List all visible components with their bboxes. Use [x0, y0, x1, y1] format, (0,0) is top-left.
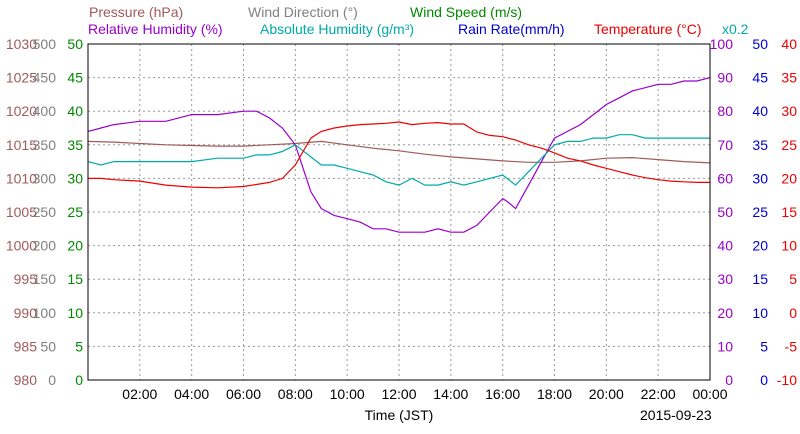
date-label: 2015-09-23 — [640, 407, 712, 423]
y-tick-label-wind_dir: 100 — [33, 305, 57, 321]
y-tick-label-wind_dir: 200 — [33, 238, 57, 254]
legend-temp: Temperature (°C) — [594, 21, 702, 37]
axis-tick-labels: 1030102510201015101010051000995990985980… — [6, 36, 797, 402]
y-tick-label-temp: 35 — [781, 70, 797, 86]
y-tick-label-rain: 45 — [752, 70, 768, 86]
y-tick-label-wind_speed: 5 — [75, 338, 83, 354]
y-tick-label-pressure: 1025 — [6, 70, 37, 86]
x-tick-label: 18:00 — [537, 386, 572, 402]
y-tick-label-pressure: 985 — [14, 338, 38, 354]
y-tick-label-pressure: 995 — [14, 271, 38, 287]
y-tick-label-rh: 10 — [717, 338, 733, 354]
y-tick-label-rain: 15 — [752, 271, 768, 287]
series-line-1 — [87, 77, 711, 233]
y-tick-label-wind_speed: 15 — [67, 271, 83, 287]
legend: Pressure (hPa) Wind Direction (°) Wind Spe… — [88, 4, 749, 37]
y-tick-label-rh: 80 — [717, 103, 733, 119]
y-tick-label-rain: 25 — [752, 204, 768, 220]
y-tick-label-pressure: 1000 — [6, 238, 37, 254]
x-tick-label: 14:00 — [433, 386, 468, 402]
legend-scale: x0.2 — [722, 21, 749, 37]
y-tick-label-temp: 20 — [781, 170, 797, 186]
y-tick-label-rh: 40 — [717, 238, 733, 254]
y-tick-label-wind_speed: 40 — [67, 103, 83, 119]
y-tick-label-rain: 10 — [752, 305, 768, 321]
y-tick-label-pressure: 1030 — [6, 36, 37, 52]
legend-rain: Rain Rate(mm/h) — [458, 21, 565, 37]
y-tick-label-wind_speed: 30 — [67, 170, 83, 186]
y-tick-label-temp: 25 — [781, 137, 797, 153]
x-tick-label: 00:00 — [692, 386, 727, 402]
y-tick-label-wind_dir: 400 — [33, 103, 57, 119]
x-tick-label: 10:00 — [330, 386, 365, 402]
y-tick-label-wind_dir: 50 — [40, 338, 56, 354]
series-line-2 — [87, 134, 710, 186]
y-tick-label-wind_speed: 20 — [67, 238, 83, 254]
x-axis-label: Time (JST) — [365, 407, 434, 423]
y-tick-label-rh: 30 — [717, 271, 733, 287]
y-tick-label-wind_speed: 35 — [67, 137, 83, 153]
legend-wind_dir: Wind Direction (°) — [248, 4, 358, 20]
y-tick-label-pressure: 980 — [14, 372, 38, 388]
y-tick-label-temp: 5 — [789, 271, 797, 287]
y-tick-label-rh: 50 — [717, 204, 733, 220]
y-tick-label-wind_dir: 150 — [33, 271, 57, 287]
y-tick-label-rh: 0 — [725, 372, 733, 388]
y-tick-label-rain: 30 — [752, 170, 768, 186]
y-tick-label-rain: 40 — [752, 103, 768, 119]
y-tick-label-rain: 20 — [752, 238, 768, 254]
y-tick-label-wind_speed: 50 — [67, 36, 83, 52]
y-tick-label-pressure: 1010 — [6, 170, 37, 186]
y-tick-label-wind_dir: 300 — [33, 170, 57, 186]
x-tick-label: 08:00 — [278, 386, 313, 402]
y-tick-label-rh: 70 — [717, 137, 733, 153]
x-tick-label: 04:00 — [174, 386, 209, 402]
x-tick-label: 20:00 — [589, 386, 624, 402]
grid-lines — [88, 44, 710, 380]
y-tick-label-wind_dir: 450 — [33, 70, 57, 86]
x-tick-label: 12:00 — [381, 386, 416, 402]
series-line-3 — [88, 121, 710, 189]
plot-frame — [87, 43, 711, 381]
y-tick-label-temp: 10 — [781, 238, 797, 254]
y-tick-label-wind_dir: 500 — [33, 36, 57, 52]
y-tick-label-wind_speed: 0 — [75, 372, 83, 388]
y-tick-label-rh: 90 — [717, 70, 733, 86]
y-tick-label-rain: 35 — [752, 137, 768, 153]
y-tick-label-temp: 15 — [781, 204, 797, 220]
series-layer — [87, 77, 711, 233]
y-tick-label-rh: 20 — [717, 305, 733, 321]
y-tick-label-rain: 0 — [760, 372, 768, 388]
series-line-0 — [87, 140, 711, 164]
legend-ah: Absolute Humidity (g/m³) — [260, 21, 414, 37]
y-tick-label-temp: -10 — [777, 372, 797, 388]
y-tick-label-temp: 40 — [781, 36, 797, 52]
y-tick-label-wind_speed: 10 — [67, 305, 83, 321]
y-tick-label-temp: 30 — [781, 103, 797, 119]
y-tick-label-rain: 50 — [752, 36, 768, 52]
legend-rh: Relative Humidity (%) — [88, 21, 223, 37]
y-tick-label-wind_dir: 250 — [33, 204, 57, 220]
legend-wind_speed: Wind Speed (m/s) — [410, 4, 522, 20]
y-tick-label-pressure: 1005 — [6, 204, 37, 220]
legend-pressure: Pressure (hPa) — [89, 4, 183, 20]
y-tick-label-pressure: 990 — [14, 305, 38, 321]
y-tick-label-rain: 5 — [760, 338, 768, 354]
y-tick-label-rh: 100 — [710, 36, 734, 52]
y-tick-label-wind_speed: 45 — [67, 70, 83, 86]
y-tick-label-wind_dir: 0 — [48, 372, 56, 388]
x-tick-label: 06:00 — [226, 386, 261, 402]
y-tick-label-pressure: 1015 — [6, 137, 37, 153]
x-tick-label: 16:00 — [485, 386, 520, 402]
y-tick-label-temp: -5 — [785, 338, 798, 354]
y-tick-label-wind_dir: 350 — [33, 137, 57, 153]
x-tick-label: 02:00 — [122, 386, 157, 402]
x-tick-label: 22:00 — [641, 386, 676, 402]
y-tick-label-temp: 0 — [789, 305, 797, 321]
y-tick-label-wind_speed: 25 — [67, 204, 83, 220]
y-tick-label-pressure: 1020 — [6, 103, 37, 119]
y-tick-label-rh: 60 — [717, 170, 733, 186]
